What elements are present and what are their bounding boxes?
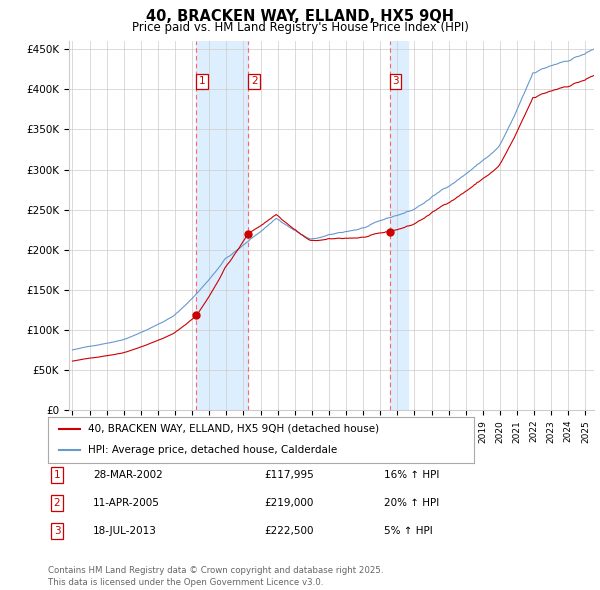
Text: 18-JUL-2013: 18-JUL-2013 <box>93 526 157 536</box>
Text: 1: 1 <box>199 76 205 86</box>
Text: £117,995: £117,995 <box>264 470 314 480</box>
Text: 40, BRACKEN WAY, ELLAND, HX5 9QH: 40, BRACKEN WAY, ELLAND, HX5 9QH <box>146 9 454 24</box>
Text: 11-APR-2005: 11-APR-2005 <box>93 498 160 507</box>
Text: 3: 3 <box>53 526 61 536</box>
Text: Price paid vs. HM Land Registry's House Price Index (HPI): Price paid vs. HM Land Registry's House … <box>131 21 469 34</box>
Bar <box>389 41 407 410</box>
Text: 28-MAR-2002: 28-MAR-2002 <box>93 470 163 480</box>
Text: 1: 1 <box>53 470 61 480</box>
Text: HPI: Average price, detached house, Calderdale: HPI: Average price, detached house, Cald… <box>88 445 338 455</box>
Text: 20% ↑ HPI: 20% ↑ HPI <box>384 498 439 507</box>
Bar <box>196 41 248 410</box>
Text: 2: 2 <box>251 76 257 86</box>
Text: 40, BRACKEN WAY, ELLAND, HX5 9QH (detached house): 40, BRACKEN WAY, ELLAND, HX5 9QH (detach… <box>88 424 380 434</box>
Text: £222,500: £222,500 <box>264 526 314 536</box>
Text: Contains HM Land Registry data © Crown copyright and database right 2025.
This d: Contains HM Land Registry data © Crown c… <box>48 566 383 587</box>
Text: £219,000: £219,000 <box>264 498 313 507</box>
Text: 16% ↑ HPI: 16% ↑ HPI <box>384 470 439 480</box>
Text: 3: 3 <box>392 76 399 86</box>
Text: 2: 2 <box>53 498 61 507</box>
Text: 5% ↑ HPI: 5% ↑ HPI <box>384 526 433 536</box>
